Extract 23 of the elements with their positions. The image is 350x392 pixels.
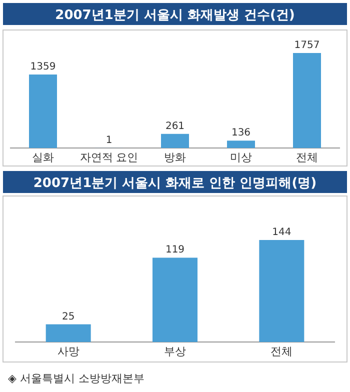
x-tick-label: 방화 (164, 151, 186, 164)
x-tick-label: 전체 (296, 151, 318, 164)
data-label: 136 (231, 128, 251, 139)
x-tick-label: 실화 (32, 151, 54, 164)
x-tick-label: 부상 (164, 345, 186, 358)
chart-title: 2007년1분기 서울시 화재로 인한 인명피해(명) (33, 176, 317, 191)
data-label: 144 (272, 227, 292, 238)
data-label: 1359 (30, 62, 56, 73)
bar (161, 134, 189, 148)
data-label: 261 (165, 120, 185, 132)
bar (293, 53, 321, 148)
bar (227, 140, 255, 148)
x-tick-label: 사망 (57, 345, 80, 358)
data-label: 1757 (294, 40, 320, 51)
x-tick-label: 미상 (230, 151, 252, 164)
x-tick-label: 전체 (270, 345, 293, 358)
text: ◈ 서울특별시 소방방재본부 (8, 372, 144, 385)
data-label: 25 (62, 311, 75, 322)
chart-title: 2007년1분기 서울시 화재발생 건수(건) (55, 8, 295, 23)
data-label: 1 (106, 134, 112, 146)
x-tick-label: 자연적 요인 (80, 151, 138, 164)
bar (29, 74, 57, 148)
data-label: 119 (165, 244, 185, 256)
